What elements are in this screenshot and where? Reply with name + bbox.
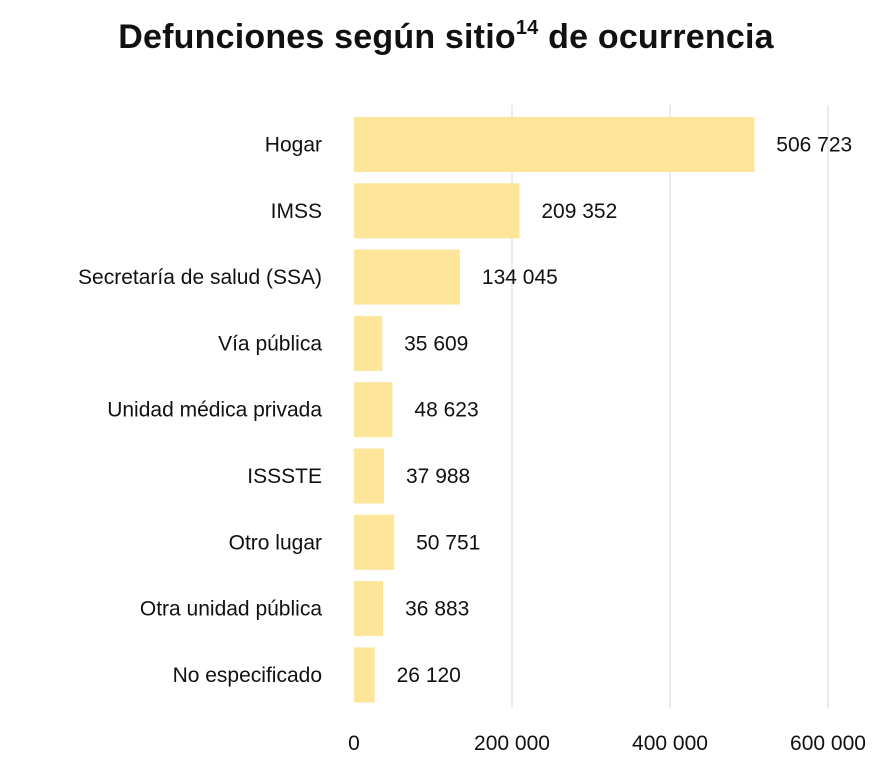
bar [354,315,383,371]
bars [354,117,755,703]
category-label: Otra unidad pública [140,598,322,621]
value-label: 48 623 [414,399,478,422]
bar [354,647,375,703]
bar [354,581,384,637]
value-label: 209 352 [541,200,617,223]
value-label: 134 045 [482,266,558,289]
category-label: IMSS [271,200,322,223]
category-label: Unidad médica privada [107,399,322,422]
category-label: ISSSTE [247,465,322,488]
category-label: No especificado [173,664,322,687]
chart-title-suffix: de ocurrencia [538,18,774,56]
bar [354,183,520,239]
bar [354,448,385,504]
chart-title-superscript: 14 [515,17,539,39]
x-axis-tick-labels: 0 200 000 400 000 600 000 [348,732,866,755]
value-label: 506 723 [776,134,852,157]
value-label: 37 988 [406,465,470,488]
grid-lines [511,105,829,708]
category-label: Vía pública [218,332,322,355]
value-label: 26 120 [397,664,461,687]
bar [354,117,755,172]
category-label: Otro lugar [229,531,322,554]
bar [354,249,460,305]
bar [354,514,395,570]
value-label: 36 883 [405,598,469,621]
value-label: 35 609 [404,332,468,355]
x-tick-label: 400 000 [632,732,708,755]
x-tick-label: 0 [348,732,360,755]
x-tick-label: 200 000 [474,732,550,755]
category-labels: Hogar IMSS Secretaría de salud (SSA) Vía pú… [78,134,322,687]
chart-title-main: Defunciones según sitio [118,18,516,56]
bar [354,382,393,438]
x-tick-label: 600 000 [790,732,866,755]
value-labels: 506 723 209 352 134 045 35 609 48 623 37 988 5… [397,134,853,687]
category-label: Hogar [265,134,322,157]
chart-title: Defunciones según sitio14 de ocurrencia [0,18,892,57]
category-label: Secretaría de salud (SSA) [78,266,322,289]
value-label: 50 751 [416,531,480,554]
